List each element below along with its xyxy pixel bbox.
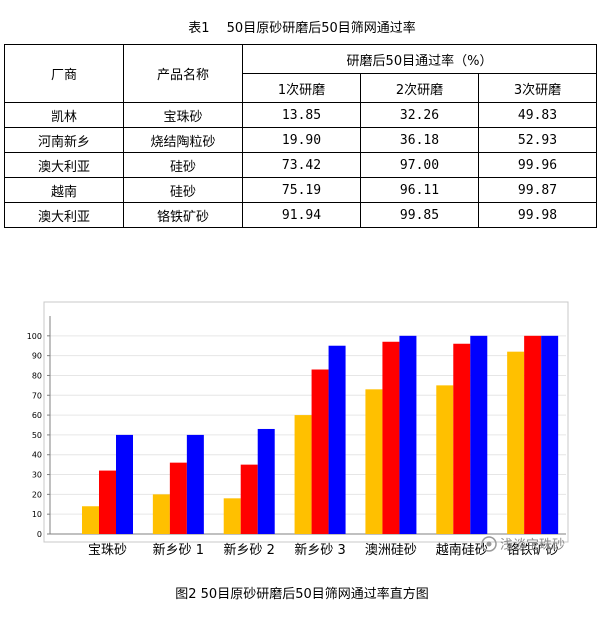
y-tick-label: 70: [32, 391, 42, 400]
y-tick-label: 40: [32, 451, 42, 460]
cell-grind-1: 13.85: [242, 102, 361, 128]
cell-maker: 澳大利亚: [4, 202, 124, 228]
table-subheader-row: 1次研磨 2次研磨 3次研磨: [5, 73, 597, 103]
x-tick-label: 澳洲硅砂: [365, 542, 417, 558]
cell-grind-1: 73.42: [242, 152, 361, 178]
bar-chart: 0 10 20 30 40 50 60 70 80 90 100 宝珠砂 新乡砂 1 新乡砂 2 新乡砂 …: [27, 301, 569, 558]
y-tick-label: 80: [32, 371, 42, 380]
cell-maker: 澳大利亚: [4, 152, 124, 178]
cell-product: 宝珠砂: [123, 102, 243, 128]
cell-grind-1: 75.19: [242, 177, 361, 203]
figure-caption: 图2 50目原砂研磨后50目筛网通过率直方图: [175, 587, 429, 602]
bar: [541, 335, 559, 534]
table-row: 澳大利亚 硅砂 73.42 97.00 99.96: [4, 152, 597, 178]
cell-grind-1: 19.90: [242, 127, 361, 153]
cell-product: 硅砂: [123, 177, 243, 203]
y-tick-label: 10: [32, 510, 42, 519]
y-tick-labels: 0 10 20 30 40 50 60 70 80 90 100: [27, 332, 50, 539]
header-grind-2: 2次研磨: [360, 73, 479, 103]
cell-grind-1: 91.94: [242, 202, 361, 228]
cell-maker: 越南: [4, 177, 124, 203]
bar: [470, 335, 488, 534]
table-caption: 表1 50目原砂研磨后50目筛网通过率: [188, 21, 416, 36]
header-grind-1: 1次研磨: [242, 73, 361, 103]
watermark-icon: [481, 536, 497, 552]
x-tick-labels: 宝珠砂 新乡砂 1 新乡砂 2 新乡砂 3 澳洲硅砂 越南硅砂 铬铁矿砂: [88, 542, 559, 558]
x-tick-label: 铬铁矿砂: [507, 542, 559, 558]
bar: [382, 341, 400, 534]
bar: [328, 345, 346, 534]
watermark-icon-dot: [486, 541, 492, 547]
bar: [152, 494, 170, 534]
data-table: 厂商 产品名称 研磨后50目通过率（%） 1次研磨 2次研磨 3次研磨 凯林 宝…: [4, 44, 597, 228]
y-tick-label: 20: [32, 490, 42, 499]
cell-grind-3: 99.96: [478, 152, 597, 178]
bar: [311, 369, 329, 534]
bar: [294, 415, 312, 534]
header-product: 产品名称: [123, 44, 243, 103]
table-header-row: 厂商 产品名称 研磨后50目通过率（%）: [4, 44, 597, 103]
bar: [365, 389, 383, 534]
y-tick-label: 100: [27, 332, 42, 341]
watermark: 浅谈宝珠砂: [481, 536, 565, 553]
y-tick-label: 30: [32, 471, 42, 480]
cell-grind-2: 96.11: [360, 177, 479, 203]
cell-product: 铬铁矿砂: [123, 202, 243, 228]
x-tick-label: 新乡砂 2: [224, 542, 275, 558]
x-tick-label: 越南硅砂: [436, 542, 488, 558]
cell-maker: 凯林: [4, 102, 124, 128]
bar: [82, 506, 99, 534]
bar: [169, 462, 187, 534]
bar: [257, 428, 275, 534]
header-maker: 厂商: [4, 44, 124, 103]
bar: [453, 343, 471, 534]
cell-product: 硅砂: [123, 152, 243, 178]
header-pass-rate: 研磨后50目通过率（%）: [242, 44, 597, 74]
cell-grind-3: 99.87: [478, 177, 597, 203]
x-tick-label: 宝珠砂: [88, 543, 127, 558]
bar: [116, 434, 133, 534]
bar: [223, 498, 241, 534]
bar: [399, 335, 417, 534]
bar: [436, 385, 454, 534]
y-tick-label: 60: [32, 411, 42, 420]
cell-grind-2: 36.18: [360, 127, 479, 153]
x-tick-label: 新乡砂 1: [153, 542, 204, 558]
table-row: 越南 硅砂 75.19 96.11 99.87: [4, 177, 597, 203]
cell-grind-2: 97.00: [360, 152, 479, 178]
y-tick-label: 90: [32, 352, 42, 361]
table-row: 凯林 宝珠砂 13.85 32.26 49.83: [4, 102, 597, 128]
cell-grind-2: 99.85: [360, 202, 479, 228]
table-row: 澳大利亚 铬铁矿砂 91.94 99.85 99.98: [4, 202, 597, 228]
bar: [240, 464, 258, 534]
y-tick-label: 50: [32, 431, 42, 440]
cell-grind-3: 99.98: [478, 202, 597, 228]
table-row: 河南新乡 烧结陶粒砂 19.90 36.18 52.93: [4, 127, 597, 153]
cell-maker: 河南新乡: [4, 127, 124, 153]
bar: [99, 470, 116, 534]
watermark-text: 浅谈宝珠砂: [500, 538, 565, 553]
x-tick-label: 新乡砂 3: [294, 542, 345, 558]
bar: [186, 434, 204, 534]
cell-product: 烧结陶粒砂: [123, 127, 243, 153]
cell-grind-3: 52.93: [478, 127, 597, 153]
bar: [524, 335, 542, 534]
bar-series: [82, 335, 559, 534]
y-tick-label: 0: [37, 530, 42, 539]
bar: [507, 351, 525, 534]
cell-grind-2: 32.26: [360, 102, 479, 128]
header-grind-3: 3次研磨: [478, 73, 597, 103]
cell-grind-3: 49.83: [478, 102, 597, 128]
